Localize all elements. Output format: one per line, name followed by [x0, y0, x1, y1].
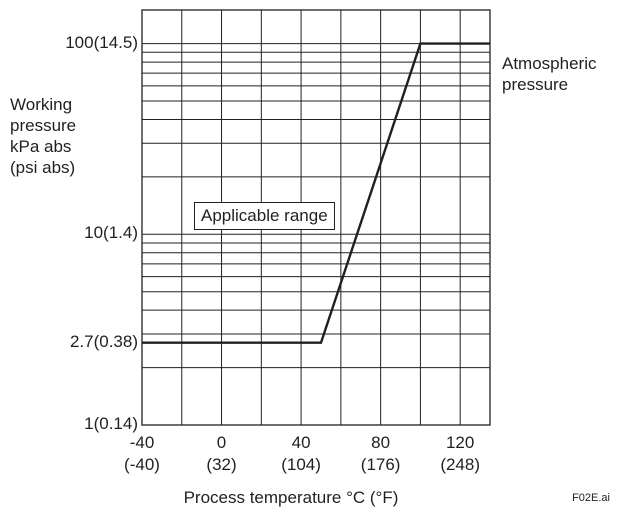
- atmospheric-label-line: pressure: [502, 75, 569, 94]
- y-axis-label-line: Working: [10, 95, 73, 114]
- x-tick-fahrenheit: (-40): [124, 455, 160, 474]
- x-tick-value: 0: [216, 433, 227, 452]
- x-tick-label: 0 (32): [187, 432, 257, 476]
- figure-id: F02E.ai: [572, 492, 610, 504]
- atmospheric-label-line: Atmospheric: [502, 54, 597, 73]
- plot-border: [141, 9, 491, 426]
- x-tick-fahrenheit: (104): [281, 455, 321, 474]
- y-axis-label-line: pressure: [10, 116, 77, 135]
- x-tick-fahrenheit: (176): [360, 455, 401, 474]
- y-tick-label: 10(1.4): [84, 223, 138, 243]
- x-tick-fahrenheit: (248): [440, 455, 480, 474]
- y-axis-label-line: (psi abs): [10, 158, 76, 177]
- x-tick-label: 120 (248): [425, 432, 495, 476]
- x-tick-value: 120: [445, 433, 475, 452]
- y-axis-label: Working pressure kPa abs (psi abs): [10, 94, 76, 178]
- y-tick-label: 1(0.14): [84, 414, 138, 433]
- x-tick-label: 80 (176): [346, 432, 416, 476]
- x-tick-label: 40 (104): [266, 432, 336, 476]
- atmospheric-pressure-label: Atmospheric pressure: [502, 53, 596, 95]
- applicable-range-label: Applicable range: [194, 202, 335, 230]
- x-tick-label: -40 (-40): [107, 432, 177, 476]
- y-axis-label-line: kPa abs: [10, 137, 72, 156]
- x-axis-label: Process temperature °C (°F): [183, 488, 399, 507]
- x-tick-fahrenheit: (32): [206, 455, 237, 474]
- y-tick-label: 2.7(0.38): [69, 331, 138, 351]
- y-tick-label: 100(14.5): [65, 32, 138, 52]
- x-tick-value: -40: [129, 433, 155, 452]
- x-tick-value: 80: [371, 433, 391, 452]
- x-tick-value: 40: [291, 433, 311, 452]
- series-line: [142, 42, 490, 344]
- grid-lines: [141, 10, 490, 426]
- series-group: [142, 42, 490, 344]
- plot-frame: [141, 9, 491, 426]
